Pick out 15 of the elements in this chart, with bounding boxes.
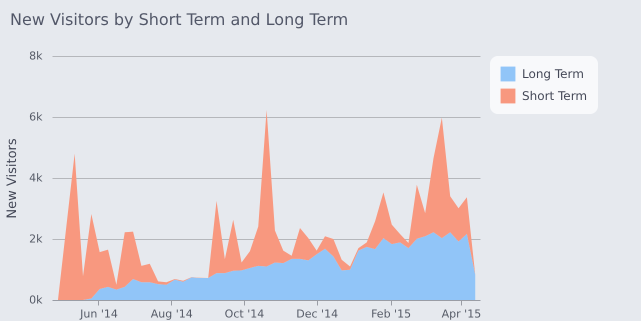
x-tick-label: Apr '15 <box>442 308 482 320</box>
x-tick-label: Feb '15 <box>371 308 412 320</box>
x-tick-label: Dec '14 <box>296 308 338 320</box>
legend-label: Long Term <box>522 67 584 81</box>
chart-title: New Visitors by Short Term and Long Term <box>10 10 348 29</box>
x-tick-label: Jun '14 <box>79 308 118 320</box>
y-tick-label: 4k <box>29 172 44 184</box>
y-tick-label: 0k <box>29 294 44 306</box>
x-tick-label: Oct '14 <box>224 308 264 320</box>
legend-label: Short Term <box>522 89 588 103</box>
y-tick-label: 8k <box>29 50 44 62</box>
y-tick-label: 2k <box>29 232 44 246</box>
x-tick-label: Aug '14 <box>150 308 193 320</box>
y-tick-label: 6k <box>29 110 44 124</box>
y-axis-title: New Visitors <box>5 138 20 219</box>
